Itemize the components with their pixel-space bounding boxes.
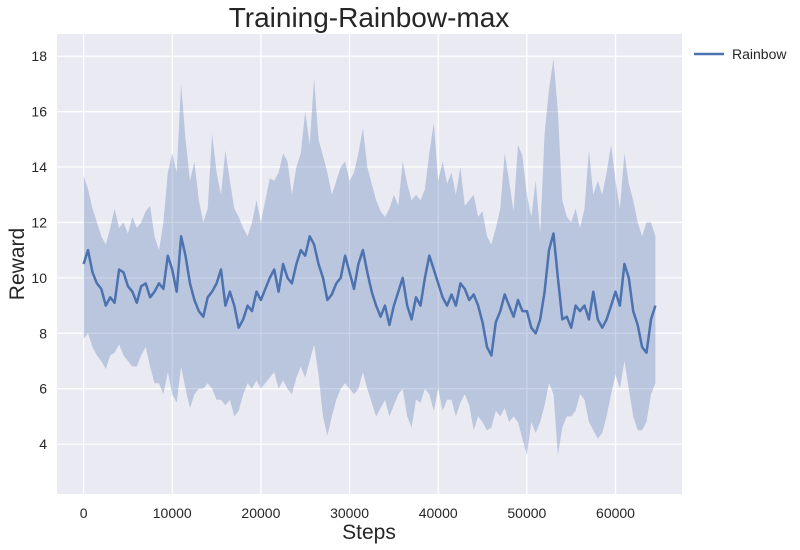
y-tick-label: 12 [31, 214, 47, 230]
x-axis-title: Steps [342, 521, 396, 544]
chart-title: Training-Rainbow-max [229, 2, 510, 33]
y-tick-label: 8 [39, 325, 47, 341]
y-tick-label: 14 [31, 159, 47, 175]
plot-area [57, 34, 682, 494]
x-tick-label: 0 [80, 505, 88, 521]
x-tick-label: 10000 [153, 505, 192, 521]
y-tick-label: 6 [39, 381, 47, 397]
series-band-rainbow [83, 58, 656, 456]
series-line-rainbow [82, 232, 657, 357]
x-tick-label: 60000 [596, 505, 635, 521]
legend: Rainbow [694, 46, 787, 62]
x-gridlines [82, 34, 617, 494]
x-tick-labels: 0 10000 20000 30000 40000 50000 60000 [80, 505, 635, 521]
y-tick-labels: 4 6 8 10 12 14 16 18 [31, 48, 47, 452]
series-layer [82, 58, 657, 456]
y-tick-label: 10 [31, 270, 47, 286]
x-tick-label: 40000 [419, 505, 458, 521]
y-axis-title: Reward [6, 228, 29, 300]
x-tick-label: 50000 [507, 505, 546, 521]
x-tick-label: 20000 [241, 505, 280, 521]
legend-label-rainbow: Rainbow [732, 46, 787, 62]
y-tick-label: 4 [39, 436, 47, 452]
y-tick-label: 18 [31, 48, 47, 64]
x-tick-label: 30000 [330, 505, 369, 521]
y-tick-label: 16 [31, 104, 47, 120]
